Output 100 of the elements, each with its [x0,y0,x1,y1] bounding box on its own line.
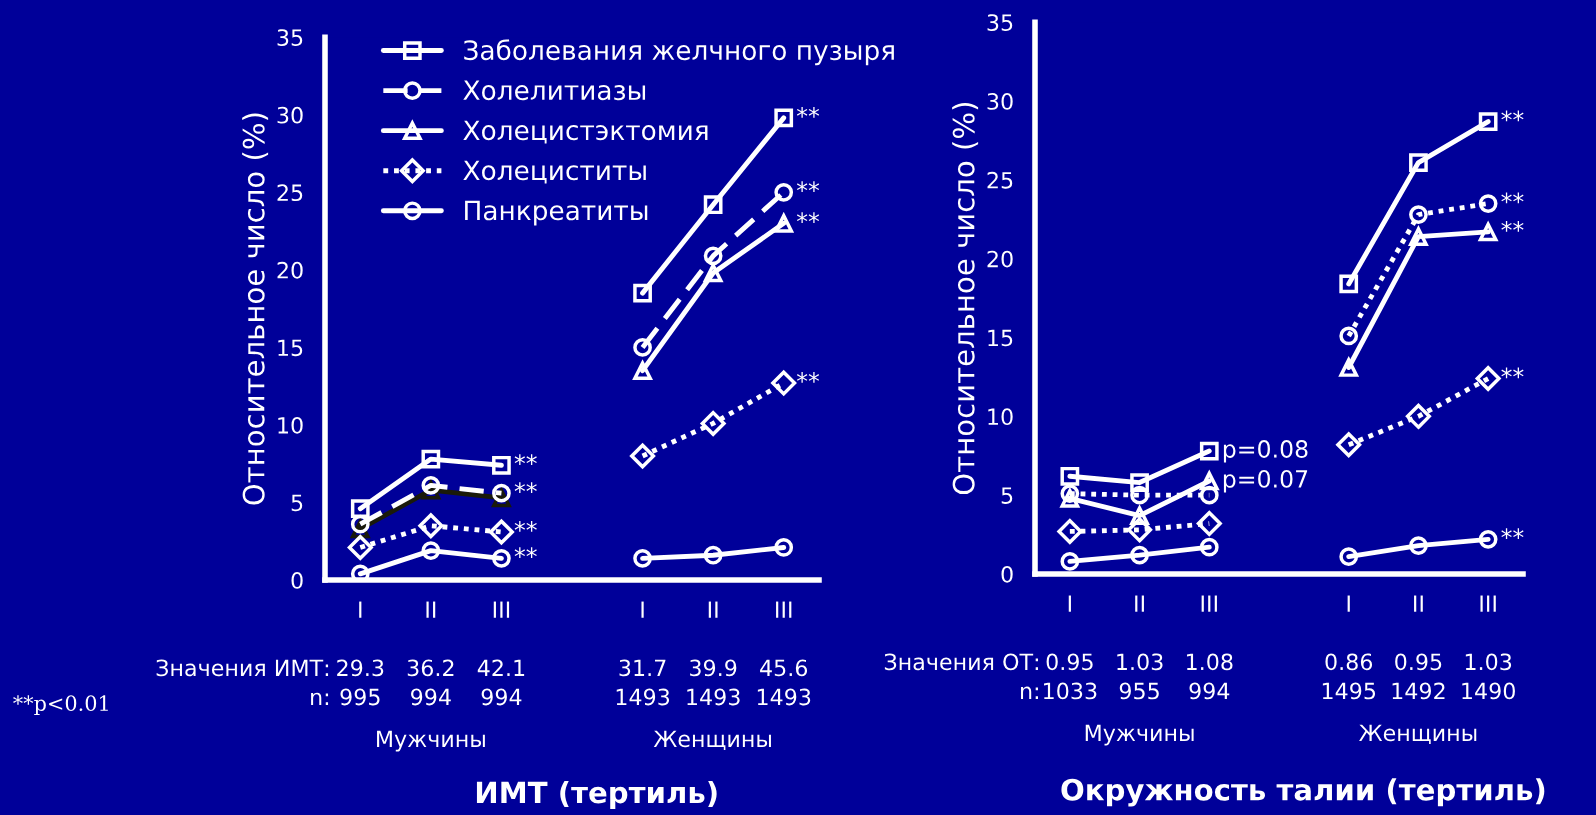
point [633,338,652,357]
y-tick-label: 30 [987,93,1013,110]
x-axis-title: ИМТ (тертиль) [476,780,717,810]
point [700,410,726,436]
point [1198,469,1220,491]
point [1060,466,1080,486]
point [1409,153,1428,172]
category-label: II 39.9 1493 [687,601,740,706]
y-tick-label: 15 [988,329,1013,347]
point [488,519,514,545]
point [633,548,652,568]
legend-label: Заболевания желчного пузыря [464,39,894,66]
legend-label: Холециститы [463,160,646,184]
point [1409,536,1428,556]
point [1060,488,1080,508]
point [1477,220,1499,242]
point [774,108,794,128]
annotation: ** [514,454,537,466]
point [774,182,794,202]
x-axis-title: Окружность талии (тертиль) [1061,778,1545,807]
point [1199,537,1219,557]
point [1196,511,1222,537]
y-tick-label: 0 [291,571,303,589]
y-tick-label: 0 [1001,565,1013,583]
point [1127,517,1153,543]
point [1475,365,1501,392]
text: Значения ИМТ: n: [156,659,329,706]
category-label: II 36.2 994 [407,601,454,706]
point [1199,441,1219,461]
annotation: p=0.08 [1223,440,1308,463]
category-label: I 29.3 995 [337,601,384,706]
point [421,449,441,469]
category-label: III 1.08 994 [1186,595,1233,700]
annotation: ** [1501,367,1524,379]
y-tick-label: 5 [291,494,303,512]
text: Женщины [653,730,771,750]
point [421,476,441,495]
point [774,538,794,557]
annotation: ** [1501,192,1524,204]
text: Значения ОТ: n: [884,653,1038,700]
point [774,213,794,233]
point [1409,205,1428,224]
point [633,361,652,381]
point [633,283,652,303]
point [1339,547,1359,567]
y-tick-label: 10 [278,416,303,434]
y-tick-label: 5 [1001,487,1013,504]
point [350,514,370,534]
category-label: II 0.95 1492 [1392,595,1445,700]
annotation: ** [1501,528,1524,540]
point [1478,112,1498,131]
point [1339,326,1359,346]
annotation: ** [514,482,537,493]
text: Мужчины [1085,724,1194,746]
point [1060,484,1080,503]
point [1339,358,1359,377]
y-tick-label: 20 [277,261,303,279]
point [771,370,797,396]
annotation: ** [796,106,820,118]
point [1336,432,1362,458]
point [1409,227,1428,247]
annotation: ** [1501,110,1524,122]
y-tick-label: 20 [987,250,1013,268]
y-tick-label: 35 [987,14,1013,32]
legend-label: Панкреатиты [465,200,648,226]
category-label: I 0.95 1033 [1044,595,1097,700]
category-label: II 1.03 955 [1117,595,1163,700]
point [1130,473,1149,492]
legend-label: Холелитиазы [463,80,646,101]
annotation: ** [1501,220,1524,232]
annotation: ** [796,181,820,193]
y-tick-label: 35 [277,29,303,46]
text: **p<0.01 [13,695,108,716]
point [418,513,444,539]
y-tick-label: 25 [987,171,1013,189]
category-label: III 1.03 1490 [1462,595,1515,700]
point [1130,485,1149,505]
y-tick-label: 10 [988,408,1013,426]
point [492,548,511,568]
point [347,534,373,561]
point [703,195,723,215]
text: Мужчины [377,730,485,752]
point [492,483,511,503]
category-label: I 0.86 1495 [1322,595,1376,700]
y-axis-title: Относительное число (%) [242,113,269,505]
category-label: I 31.7 1493 [616,601,670,706]
point [1339,274,1359,294]
point [702,261,724,283]
annotation: ** [514,520,537,532]
point [1199,485,1219,505]
point [1057,518,1083,544]
text: Женщины [1359,724,1477,744]
legend-label: Холецистэктомия [463,120,708,144]
annotation: ** [796,372,820,383]
category-label: III 45.6 1493 [757,601,811,706]
y-tick-label: 15 [278,339,303,357]
point [350,499,370,519]
annotation: ** [514,547,537,559]
point [1478,194,1498,213]
annotation: p=0.07 [1223,469,1308,493]
